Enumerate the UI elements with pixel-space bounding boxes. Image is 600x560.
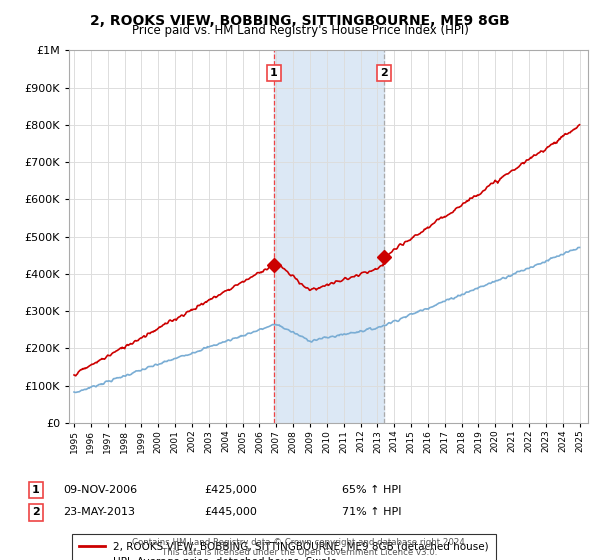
Text: 1: 1 [270,68,278,78]
Text: 2, ROOKS VIEW, BOBBING, SITTINGBOURNE, ME9 8GB: 2, ROOKS VIEW, BOBBING, SITTINGBOURNE, M… [90,14,510,28]
Text: Contains HM Land Registry data © Crown copyright and database right 2024.
This d: Contains HM Land Registry data © Crown c… [132,538,468,557]
Text: 71% ↑ HPI: 71% ↑ HPI [342,507,401,517]
Text: £445,000: £445,000 [204,507,257,517]
Text: 65% ↑ HPI: 65% ↑ HPI [342,485,401,495]
Text: £425,000: £425,000 [204,485,257,495]
Text: Price paid vs. HM Land Registry's House Price Index (HPI): Price paid vs. HM Land Registry's House … [131,24,469,37]
Legend: 2, ROOKS VIEW, BOBBING, SITTINGBOURNE, ME9 8GB (detached house), HPI: Average pr: 2, ROOKS VIEW, BOBBING, SITTINGBOURNE, M… [71,534,496,560]
Bar [274,50,384,423]
Text: 23-MAY-2013: 23-MAY-2013 [63,507,135,517]
Text: 1: 1 [32,485,40,495]
Text: 2: 2 [32,507,40,517]
Text: 2: 2 [380,68,388,78]
Text: 09-NOV-2006: 09-NOV-2006 [63,485,137,495]
